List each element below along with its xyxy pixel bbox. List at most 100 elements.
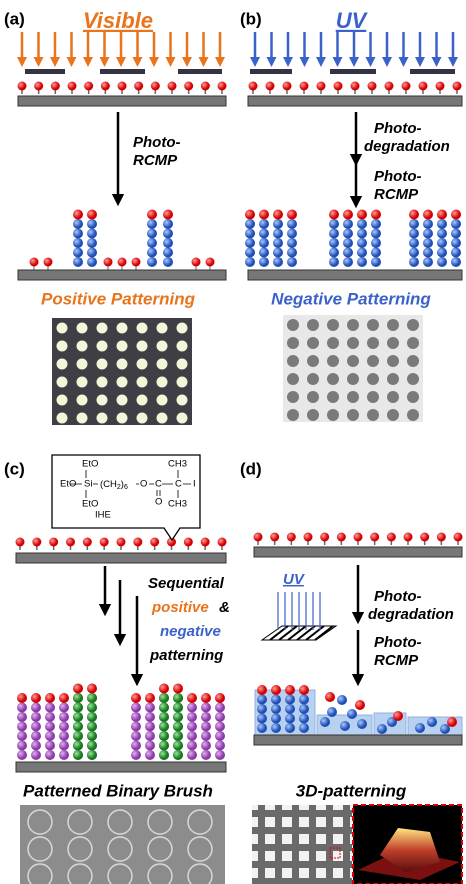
chem-text: C — [175, 479, 182, 490]
monomer — [357, 228, 367, 239]
chem-text: (CH — [100, 479, 117, 490]
micro-dot — [347, 391, 359, 403]
monomer — [273, 238, 283, 248]
chem-text: 6 — [124, 484, 128, 491]
callout-box — [51, 454, 201, 542]
monomer — [176, 412, 188, 424]
monomer — [117, 257, 127, 267]
monomer — [409, 228, 419, 239]
monomer — [333, 81, 343, 91]
chem-text: IHE — [95, 510, 111, 521]
monomer — [259, 209, 269, 220]
monomer — [200, 81, 210, 91]
monomer — [56, 394, 68, 406]
monomer — [116, 322, 128, 334]
monomer — [176, 322, 188, 334]
monomer — [384, 81, 394, 91]
monomer — [386, 532, 396, 542]
chem-text: (CH2)6 — [100, 479, 128, 491]
micro-dot — [187, 809, 213, 835]
monomer — [145, 693, 155, 703]
monomer — [299, 685, 309, 695]
substrate — [253, 734, 463, 746]
monomer — [147, 257, 157, 267]
monomer — [245, 209, 255, 220]
monomer — [452, 81, 462, 91]
monomer — [423, 219, 433, 229]
monomer — [285, 704, 295, 714]
grid-bar — [252, 827, 352, 834]
monomer — [73, 693, 83, 703]
micro-dot — [27, 836, 53, 862]
monomer — [145, 721, 155, 732]
micro-dot — [287, 391, 299, 403]
micro-dot — [107, 809, 133, 835]
monomer — [215, 693, 225, 703]
micro-dot — [367, 373, 379, 385]
micro-dot — [67, 836, 93, 862]
monomer — [156, 412, 168, 424]
grid-bar — [326, 805, 333, 884]
monomer — [215, 721, 225, 732]
monomer — [136, 322, 148, 334]
grid-bar — [252, 844, 352, 851]
step-text: Photo- — [374, 120, 421, 137]
monomer — [31, 731, 41, 741]
monomer — [59, 712, 69, 722]
monomer — [187, 693, 197, 703]
mask-line — [287, 625, 307, 641]
monomer — [423, 247, 433, 258]
monomer — [248, 81, 258, 91]
monomer — [357, 238, 367, 248]
monomer — [159, 731, 169, 741]
monomer — [73, 740, 83, 751]
monomer — [145, 750, 155, 760]
monomer — [259, 219, 269, 229]
monomer — [73, 257, 83, 267]
monomer — [215, 712, 225, 722]
monomer — [87, 721, 97, 732]
monomer — [45, 712, 55, 722]
micro-dot — [307, 337, 319, 349]
micro-dot — [147, 809, 173, 835]
bond-lines — [70, 470, 191, 498]
afm-peak — [380, 828, 440, 872]
monomer — [173, 721, 183, 732]
monomer — [131, 712, 141, 722]
micro-dot — [187, 836, 213, 862]
monomer — [136, 412, 148, 424]
monomer — [245, 257, 255, 267]
monomer — [245, 238, 255, 248]
monomer — [371, 219, 381, 229]
monomer — [45, 721, 55, 732]
monomer — [437, 228, 447, 239]
monomer — [355, 700, 365, 710]
monomer — [87, 740, 97, 751]
monomer — [370, 532, 380, 542]
chem-text: O — [155, 497, 162, 508]
monomer — [163, 238, 173, 248]
monomer — [371, 209, 381, 220]
monomer — [200, 537, 210, 547]
grid-bar — [309, 805, 316, 884]
monomer — [173, 731, 183, 741]
monomer — [176, 358, 188, 370]
micro-dot — [287, 337, 299, 349]
monomer — [343, 209, 353, 220]
micro-dot — [347, 373, 359, 385]
monomer — [176, 394, 188, 406]
monomer — [423, 257, 433, 267]
monomer — [377, 724, 387, 734]
micro-dot — [327, 409, 339, 421]
substrate — [253, 546, 463, 558]
micrograph — [52, 318, 192, 425]
monomer — [187, 712, 197, 722]
monomer — [340, 721, 350, 731]
monomer — [17, 693, 27, 703]
micro-dot — [367, 409, 379, 421]
monomer — [329, 228, 339, 239]
micro-dot — [367, 391, 379, 403]
monomer — [87, 238, 97, 248]
step-text: Photo- — [374, 634, 421, 651]
